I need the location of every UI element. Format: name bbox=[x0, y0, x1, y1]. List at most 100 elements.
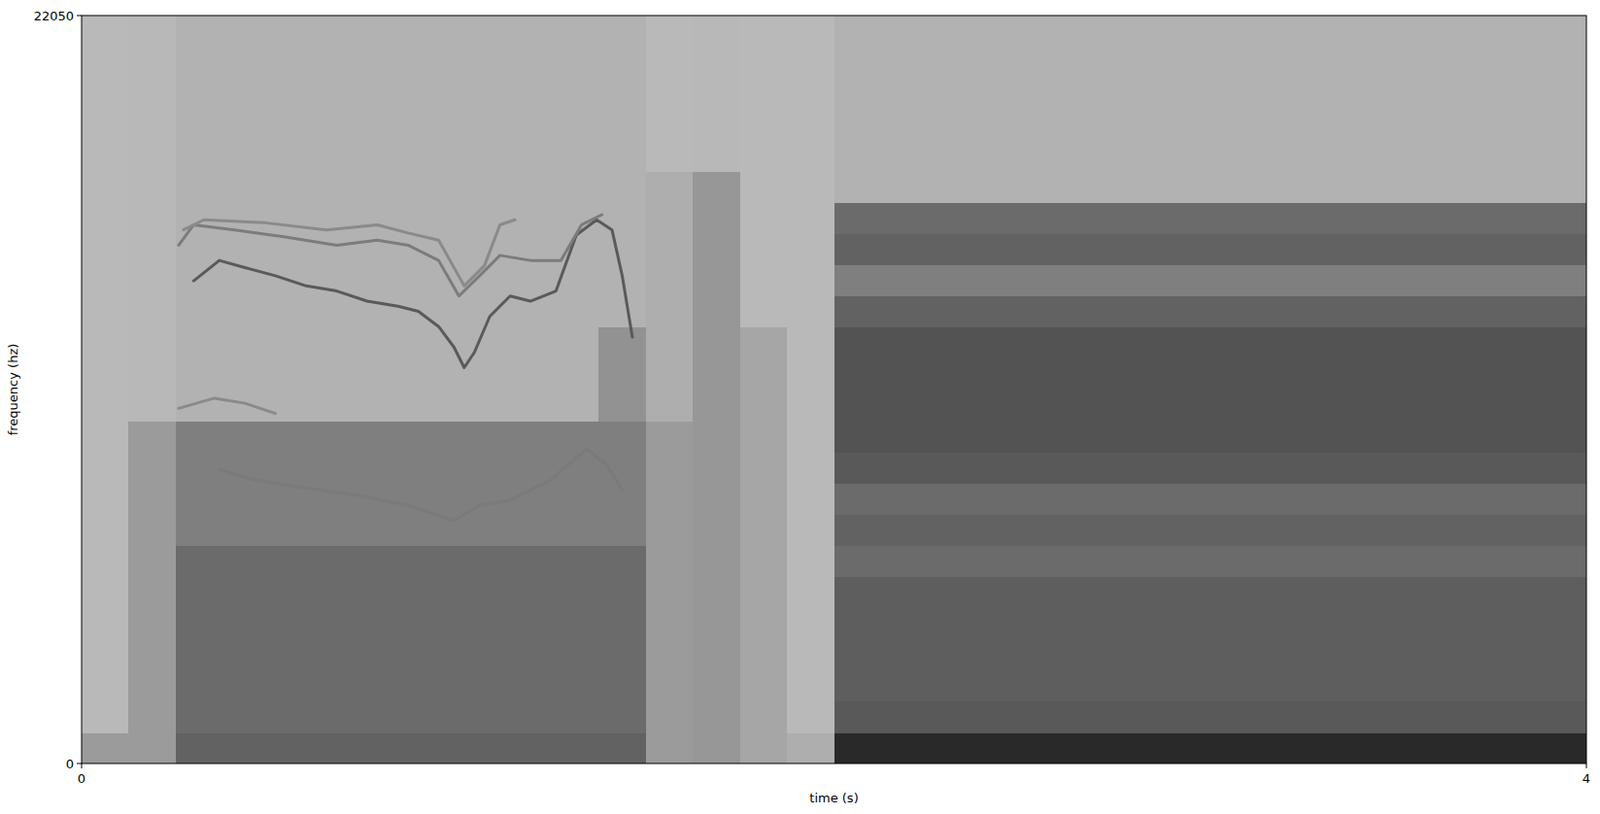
cell bbox=[1021, 296, 1070, 329]
cell bbox=[316, 15, 365, 48]
cell bbox=[1445, 608, 1494, 641]
cell bbox=[692, 639, 741, 672]
cell bbox=[1162, 77, 1211, 110]
cell bbox=[881, 608, 929, 641]
cell bbox=[316, 389, 365, 422]
cell bbox=[881, 77, 929, 110]
cell bbox=[1021, 46, 1070, 79]
cell bbox=[457, 577, 506, 610]
cell bbox=[740, 389, 788, 422]
cell bbox=[1116, 701, 1164, 734]
cell bbox=[316, 139, 365, 172]
contour bbox=[178, 398, 276, 414]
cell bbox=[457, 358, 506, 391]
cell bbox=[551, 139, 600, 172]
cell bbox=[1445, 296, 1494, 329]
cell bbox=[1304, 77, 1353, 110]
cell bbox=[1351, 139, 1399, 172]
cell bbox=[1162, 358, 1211, 391]
cell bbox=[927, 234, 976, 267]
cell bbox=[1492, 608, 1540, 641]
cell bbox=[692, 108, 741, 141]
cell bbox=[410, 451, 459, 484]
cell bbox=[1257, 15, 1305, 48]
cell bbox=[1492, 15, 1540, 48]
cell bbox=[505, 420, 553, 453]
cell bbox=[927, 108, 976, 141]
cell bbox=[505, 327, 553, 360]
cell bbox=[457, 234, 506, 267]
cell bbox=[1397, 513, 1446, 546]
cell bbox=[1116, 203, 1164, 236]
cell bbox=[1069, 482, 1118, 515]
cell bbox=[975, 139, 1023, 172]
cell bbox=[128, 327, 176, 360]
cell bbox=[410, 544, 459, 578]
cell bbox=[1351, 15, 1399, 48]
cell bbox=[410, 203, 459, 236]
cell bbox=[505, 639, 553, 672]
cell bbox=[175, 170, 224, 204]
cell bbox=[834, 639, 883, 672]
cell bbox=[598, 296, 647, 329]
cell bbox=[692, 451, 741, 484]
cell bbox=[1445, 451, 1494, 484]
cell bbox=[740, 358, 788, 391]
cell bbox=[1539, 513, 1587, 546]
cell bbox=[1539, 203, 1587, 236]
cell bbox=[1304, 265, 1353, 298]
cell bbox=[881, 15, 929, 48]
cell bbox=[1021, 670, 1070, 703]
cell bbox=[692, 732, 741, 764]
cell bbox=[786, 482, 835, 515]
cell bbox=[1445, 265, 1494, 298]
cell bbox=[786, 732, 835, 764]
cell bbox=[410, 608, 459, 641]
cell bbox=[1445, 732, 1494, 764]
cell bbox=[1445, 170, 1494, 204]
cell bbox=[1210, 544, 1259, 578]
cell bbox=[1162, 513, 1211, 546]
cell bbox=[1539, 701, 1587, 734]
cell bbox=[598, 358, 647, 391]
cell bbox=[270, 701, 318, 734]
cell bbox=[692, 203, 741, 236]
cell bbox=[551, 639, 600, 672]
cell bbox=[881, 296, 929, 329]
cell bbox=[1445, 358, 1494, 391]
cell bbox=[1492, 139, 1540, 172]
cell bbox=[1162, 46, 1211, 79]
cell bbox=[834, 358, 883, 391]
cell bbox=[1539, 639, 1587, 672]
cell bbox=[316, 420, 365, 453]
cell bbox=[1397, 265, 1446, 298]
cell bbox=[1492, 77, 1540, 110]
cell bbox=[881, 577, 929, 610]
cell bbox=[740, 108, 788, 141]
cell bbox=[975, 639, 1023, 672]
cell bbox=[1116, 639, 1164, 672]
cell bbox=[1445, 420, 1494, 453]
cell bbox=[1257, 544, 1305, 578]
cell bbox=[1539, 358, 1587, 391]
cell bbox=[363, 420, 411, 453]
cell bbox=[692, 389, 741, 422]
cell bbox=[270, 577, 318, 610]
cell bbox=[927, 389, 976, 422]
cell bbox=[222, 639, 271, 672]
cell bbox=[1210, 513, 1259, 546]
cell bbox=[692, 482, 741, 515]
cell bbox=[1351, 234, 1399, 267]
cell bbox=[975, 77, 1023, 110]
cell bbox=[1492, 265, 1540, 298]
cell bbox=[834, 203, 883, 236]
cell bbox=[740, 701, 788, 734]
cell bbox=[175, 420, 224, 453]
cell bbox=[316, 46, 365, 79]
cell bbox=[1397, 701, 1446, 734]
cell bbox=[834, 327, 883, 360]
cell bbox=[786, 296, 835, 329]
cell bbox=[646, 358, 694, 391]
cell bbox=[646, 577, 694, 610]
cell bbox=[1021, 608, 1070, 641]
